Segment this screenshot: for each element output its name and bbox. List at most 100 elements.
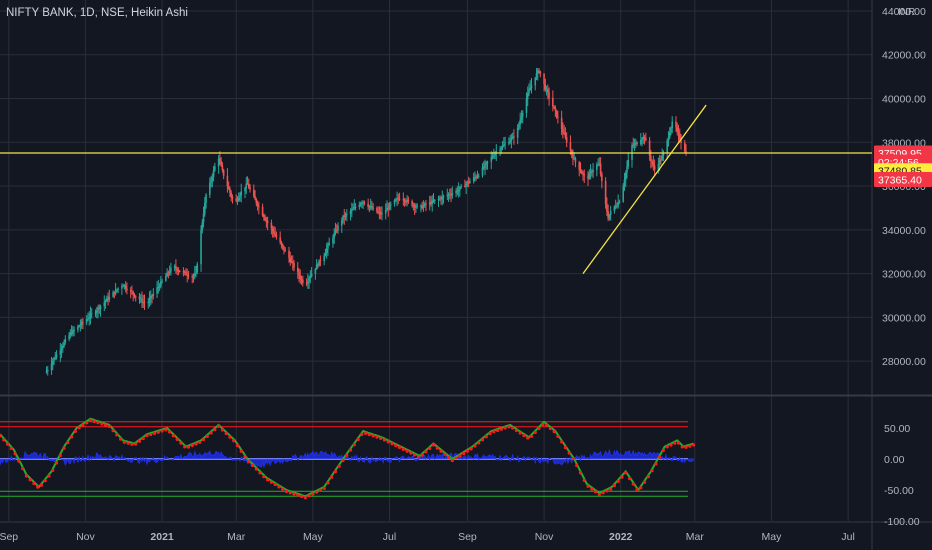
candle[interactable] <box>273 231 275 234</box>
candle[interactable] <box>398 198 401 200</box>
candle[interactable] <box>438 198 441 200</box>
candle[interactable] <box>416 205 418 207</box>
candle[interactable] <box>634 142 637 144</box>
candle[interactable] <box>258 206 260 208</box>
candle[interactable] <box>289 258 292 262</box>
candle[interactable] <box>387 208 390 210</box>
candle[interactable] <box>486 161 489 163</box>
candle[interactable] <box>510 138 513 141</box>
candle[interactable] <box>299 275 302 279</box>
candle[interactable] <box>138 296 141 300</box>
candle[interactable] <box>249 187 251 190</box>
candle[interactable] <box>291 261 294 264</box>
candle[interactable] <box>608 214 611 219</box>
candle[interactable] <box>650 155 652 162</box>
candle[interactable] <box>280 242 283 245</box>
candle[interactable] <box>569 142 572 151</box>
candle[interactable] <box>90 313 93 315</box>
candle[interactable] <box>553 106 555 108</box>
candle[interactable] <box>645 138 647 141</box>
candle[interactable] <box>495 151 498 154</box>
candle[interactable] <box>226 175 229 187</box>
candle[interactable] <box>332 237 334 244</box>
candle[interactable] <box>173 266 176 268</box>
candle[interactable] <box>415 206 417 208</box>
candle[interactable] <box>367 203 369 208</box>
candle[interactable] <box>379 212 382 215</box>
candle[interactable] <box>455 190 457 194</box>
candle[interactable] <box>261 206 264 216</box>
candle[interactable] <box>82 321 84 323</box>
candle[interactable] <box>573 158 576 160</box>
candle[interactable] <box>80 321 83 326</box>
candle[interactable] <box>99 306 102 309</box>
candle[interactable] <box>538 70 540 72</box>
candle[interactable] <box>386 208 388 211</box>
candle[interactable] <box>237 197 240 201</box>
candle[interactable] <box>274 233 276 236</box>
candle[interactable] <box>264 217 266 220</box>
candle[interactable] <box>578 162 581 170</box>
candle[interactable] <box>371 206 373 209</box>
candle[interactable] <box>599 163 602 174</box>
candle[interactable] <box>344 214 347 218</box>
candle[interactable] <box>352 208 354 210</box>
candle[interactable] <box>472 177 475 181</box>
candle[interactable] <box>437 198 440 200</box>
candle[interactable] <box>318 260 320 266</box>
candle[interactable] <box>147 302 150 304</box>
candle[interactable] <box>499 149 501 152</box>
candle[interactable] <box>476 175 479 177</box>
candle[interactable] <box>53 358 55 361</box>
candle[interactable] <box>244 187 246 192</box>
candle[interactable] <box>516 127 519 138</box>
candle[interactable] <box>307 281 309 284</box>
candle[interactable] <box>591 171 593 173</box>
candle[interactable] <box>342 215 344 221</box>
candle[interactable] <box>87 318 89 320</box>
candle[interactable] <box>283 246 285 251</box>
candle[interactable] <box>474 176 476 178</box>
candle[interactable] <box>626 166 628 173</box>
candle[interactable] <box>384 210 387 214</box>
candle[interactable] <box>240 191 243 196</box>
candle[interactable] <box>660 159 662 161</box>
candle[interactable] <box>353 207 356 209</box>
candle[interactable] <box>526 93 529 99</box>
candle[interactable] <box>281 244 284 247</box>
candle[interactable] <box>642 136 645 140</box>
candle[interactable] <box>50 363 53 370</box>
candle[interactable] <box>323 255 325 262</box>
candle[interactable] <box>652 163 655 166</box>
candle[interactable] <box>340 220 343 226</box>
candle[interactable] <box>114 289 117 294</box>
candle[interactable] <box>210 180 212 183</box>
candle[interactable] <box>270 223 273 229</box>
price-pane[interactable] <box>0 67 872 376</box>
candle[interactable] <box>596 164 598 170</box>
candle[interactable] <box>64 339 67 343</box>
candle[interactable] <box>95 310 98 313</box>
candle[interactable] <box>79 325 82 327</box>
candle[interactable] <box>358 204 361 208</box>
candle[interactable] <box>354 207 357 209</box>
candle[interactable] <box>609 210 612 215</box>
candle[interactable] <box>205 194 207 203</box>
candle[interactable] <box>317 264 319 266</box>
candle[interactable] <box>606 204 608 212</box>
candle[interactable] <box>132 291 134 295</box>
candle[interactable] <box>651 161 653 164</box>
candle[interactable] <box>582 173 584 175</box>
candle[interactable] <box>314 268 317 274</box>
candle[interactable] <box>94 312 97 314</box>
candle[interactable] <box>667 137 670 141</box>
candle[interactable] <box>168 271 171 273</box>
candle[interactable] <box>182 271 185 273</box>
oscillator-pane[interactable] <box>0 417 696 500</box>
candle[interactable] <box>421 205 423 209</box>
candle[interactable] <box>275 235 278 238</box>
candle[interactable] <box>302 279 304 283</box>
candle[interactable] <box>501 145 504 148</box>
candle[interactable] <box>45 371 48 373</box>
candle[interactable] <box>494 153 496 156</box>
